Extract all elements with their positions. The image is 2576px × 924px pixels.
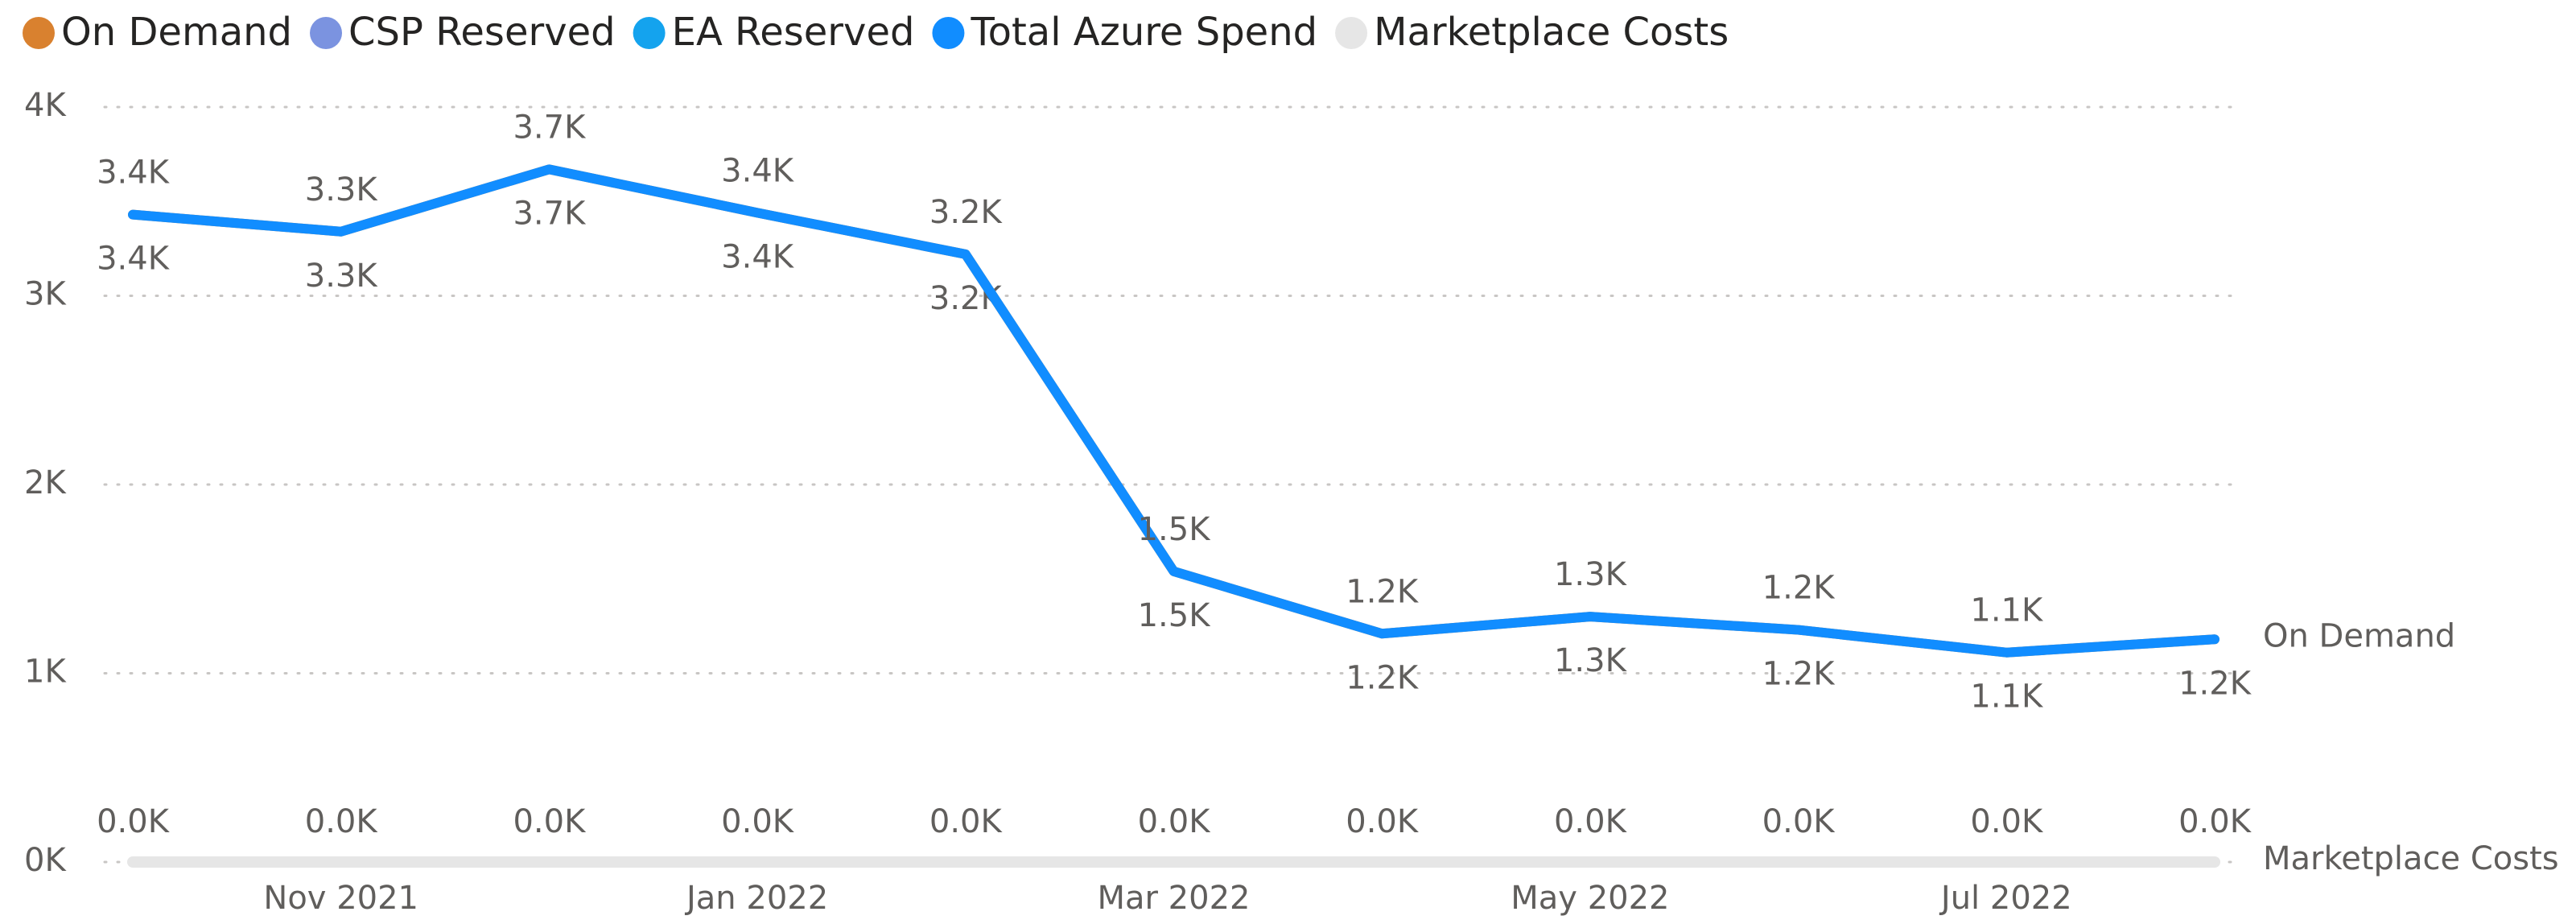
x-tick-label: Jan 2022 [684,880,828,917]
y-tick-label: 0K [24,842,67,879]
y-tick-label: 2K [24,464,67,501]
data-label: 0.0K [1970,803,2044,840]
legend-marker [310,17,343,49]
data-label: 1.2K [1762,656,1836,693]
legend-marker [932,17,965,49]
data-label: 1.1K [1970,679,2044,716]
data-label: 1.3K [1554,556,1628,593]
x-tick-label: May 2022 [1511,880,1669,917]
data-label: 0.0K [305,803,379,840]
legend-marker [633,17,666,49]
data-label: 0.0K [1346,803,1420,840]
data-label: 0.0K [1554,803,1628,840]
data-label: 0.0K [1762,803,1836,840]
legend-label: EA Reserved [672,10,915,55]
data-label: 1.5K [1138,597,1212,634]
data-label: 1.2K [1762,570,1836,607]
y-tick-label: 4K [24,87,67,124]
x-tick-label: Jul 2022 [1939,880,2072,917]
series-line [128,164,2219,658]
data-label: 0.0K [721,803,795,840]
data-label: 0.0K [1138,803,1212,840]
data-label: 1.2K [1346,659,1420,696]
y-tick-label: 1K [24,654,67,691]
data-label: 3.3K [305,171,379,208]
data-label: 3.4K [97,155,171,192]
data-label: 3.7K [513,109,587,146]
data-label: 0.0K [513,803,587,840]
data-label: 3.4K [97,241,171,278]
series-end-label: On Demand [2263,617,2455,654]
series-end-label: Marketplace Costs [2263,840,2559,877]
legend-marker [23,17,55,49]
legend-label: On Demand [61,10,292,55]
data-label: 1.5K [1138,511,1212,548]
data-label: 3.7K [513,195,587,232]
y-tick-label: 3K [24,276,67,313]
data-label: 1.3K [1554,642,1628,679]
data-label: 1.1K [1970,592,2044,629]
x-tick-label: Nov 2021 [263,880,418,917]
legend-label: Marketplace Costs [1374,10,1729,55]
legend-marker [1335,17,1368,49]
data-label: 1.2K [2178,665,2252,702]
data-label: 0.0K [97,803,171,840]
legend-label: CSP Reserved [348,10,616,55]
data-label: 1.2K [1346,573,1420,610]
data-label: 3.2K [929,194,1004,231]
legend-label: Total Azure Spend [970,10,1317,55]
data-label: 3.4K [721,152,795,189]
data-label: 3.3K [305,258,379,295]
series-line [128,164,2219,658]
data-label: 0.0K [2178,803,2252,840]
data-label: 0.0K [929,803,1004,840]
data-label: 3.4K [721,238,795,275]
x-tick-label: Mar 2022 [1098,880,1251,917]
